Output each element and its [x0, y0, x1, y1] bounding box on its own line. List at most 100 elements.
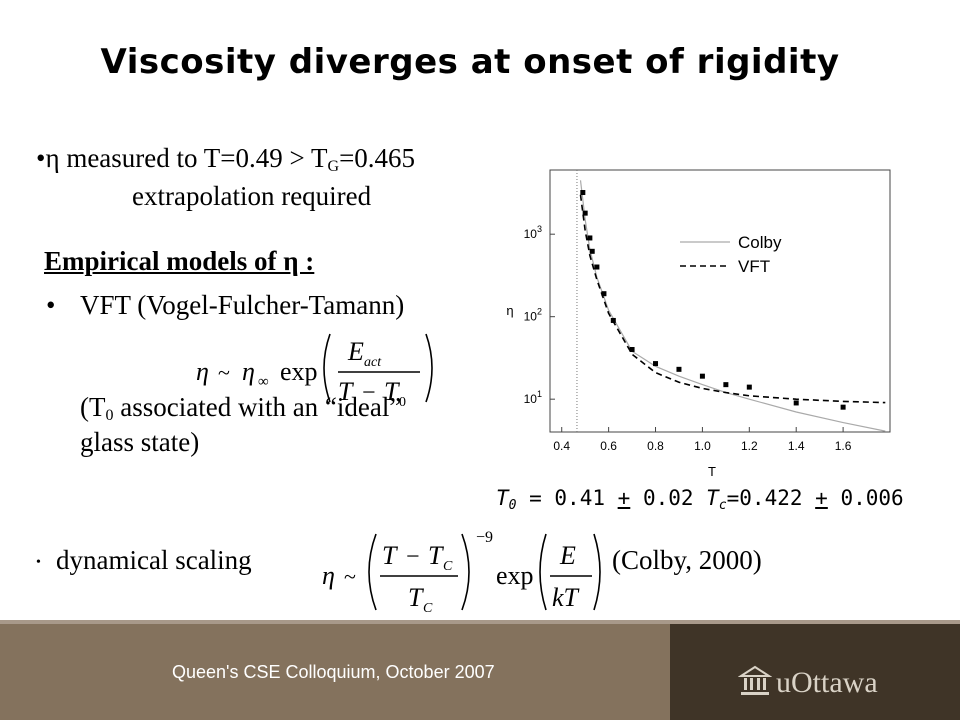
assoc-pre: (T	[80, 392, 106, 422]
uottawa-logo-icon	[738, 665, 772, 695]
plot-frame	[549, 169, 891, 433]
small-bullet-icon: •	[36, 554, 41, 570]
data-point	[840, 404, 846, 410]
x-tick-label: 0.8	[647, 439, 664, 453]
fit-parameters: T0 = 0.41 + 0.02 Tc=0.422 + 0.006	[496, 486, 904, 513]
measurement-note: •η measured to T=0.49 > TG=0.465	[36, 143, 415, 176]
slide-title: Viscosity diverges at onset of rigidity	[100, 42, 840, 82]
glass-state-note: glass state)	[80, 427, 200, 457]
formula-zero: 0	[399, 395, 406, 408]
right-paren-2	[461, 533, 470, 611]
formula2-sim: ~	[344, 564, 356, 589]
vft-formula: η ~ η ∞ exp E act T − T 0	[196, 333, 433, 408]
formula2-c-den: C	[423, 601, 433, 614]
series-line-colby	[579, 180, 886, 432]
data-point	[653, 361, 659, 367]
series-line-vft	[579, 194, 886, 404]
formula-e: E	[347, 337, 364, 366]
data-point	[746, 384, 752, 390]
left-paren-2	[368, 533, 377, 611]
formula2-eta: η	[322, 561, 335, 590]
right-paren-3	[593, 533, 601, 611]
footer-stripe	[0, 620, 960, 626]
formula2-tc: T	[428, 541, 444, 570]
formula2-kt: kT	[552, 583, 580, 612]
dynamical-scaling-item: • dynamical scaling	[36, 545, 252, 576]
x-tick-label: 1.4	[788, 439, 805, 453]
extrapolation-note: extrapolation required	[132, 181, 372, 211]
formula-inf: ∞	[258, 374, 269, 390]
t0-symbol: T	[496, 486, 509, 510]
colby-reference: (Colby, 2000)	[612, 545, 762, 575]
tc-plusminus: +	[815, 486, 828, 510]
t0-association: (T0 associated with an “ideal”	[80, 392, 401, 425]
tg-subscript: G	[327, 158, 340, 175]
formula2-tc-den: T	[408, 583, 424, 612]
t0-subscript: 0	[105, 407, 114, 424]
formula-exp: exp	[280, 357, 318, 386]
measurement-note-value: =0.465	[339, 143, 416, 173]
formula2-e: E	[559, 541, 576, 570]
data-point	[582, 210, 588, 216]
data-point	[793, 400, 799, 406]
assoc-post: associated with an “ideal”	[113, 392, 402, 422]
formula-act: act	[364, 355, 382, 370]
x-tick-label: 0.6	[600, 439, 617, 453]
legend-vft-label: VFT	[738, 257, 770, 276]
legend-colby-label: Colby	[738, 233, 782, 252]
formula2-exponent: −9	[476, 529, 493, 546]
formula2-c: C	[443, 559, 453, 574]
right-paren	[425, 333, 433, 403]
formula-eta-inf: η	[242, 357, 255, 386]
formula-sim: ~	[218, 360, 230, 385]
vft-bullet-item: • VFT (Vogel-Fulcher-Tamann)	[46, 290, 404, 321]
data-point	[676, 366, 682, 372]
t0-value: = 0.41	[516, 486, 618, 510]
x-tick-label: 1.6	[835, 439, 852, 453]
viscosity-chart: 0.4 0.6 0.8 1.0 1.2 1.4 1.6 101 102 103 T η Colb…	[506, 169, 891, 479]
data-point	[594, 264, 600, 270]
tc-sub: c	[718, 498, 727, 513]
tc-symbol: T	[706, 486, 719, 510]
vft-label: VFT (Vogel-Fulcher-Tamann)	[80, 290, 405, 320]
data-point	[601, 291, 607, 297]
y-tick-label: 101	[524, 389, 542, 406]
data-point	[587, 235, 593, 241]
data-point	[699, 373, 705, 379]
x-axis-label: T	[708, 464, 716, 479]
models-heading: Empirical models of η :	[44, 246, 315, 276]
footer-left-band	[0, 624, 670, 720]
formula-minus: −	[362, 380, 376, 406]
formula2-exp: exp	[496, 561, 534, 590]
x-tick-label: 0.4	[553, 439, 570, 453]
t0-sub: 0	[508, 498, 517, 513]
formula-eta: η	[196, 357, 209, 386]
chart-legend: Colby VFT	[680, 233, 782, 276]
formula2-t: T	[382, 541, 398, 570]
y-tick-label: 102	[524, 307, 542, 324]
bullet-icon: •	[46, 290, 56, 320]
formula2-minus: −	[406, 544, 420, 570]
x-tick-label: 1.2	[741, 439, 758, 453]
formula-t: T	[338, 377, 354, 406]
uottawa-logo-text: uOttawa	[776, 666, 878, 699]
t0-plusminus: +	[617, 486, 631, 510]
tc-value: =0.422	[726, 486, 816, 510]
footer-right-band	[670, 624, 960, 720]
data-point	[629, 347, 635, 353]
left-paren	[323, 333, 331, 403]
measurement-note-text: •η measured to T=0.49 > T	[36, 143, 328, 173]
dynamical-scaling-label: dynamical scaling	[56, 545, 252, 575]
data-point	[589, 248, 595, 254]
x-tick-label: 1.0	[694, 439, 711, 453]
t0-error: 0.02	[630, 486, 707, 510]
left-paren-3	[539, 533, 547, 611]
tc-error: 0.006	[827, 486, 904, 510]
data-point	[610, 317, 616, 323]
footer-text: Queen's CSE Colloquium, October 2007	[172, 662, 495, 682]
data-point	[723, 382, 729, 388]
y-axis-label: η	[506, 303, 513, 318]
scaling-formula: η ~ T − T C T C −9 exp E kT	[322, 529, 601, 614]
formula-t0: T	[384, 377, 400, 406]
y-tick-label: 103	[524, 224, 542, 241]
